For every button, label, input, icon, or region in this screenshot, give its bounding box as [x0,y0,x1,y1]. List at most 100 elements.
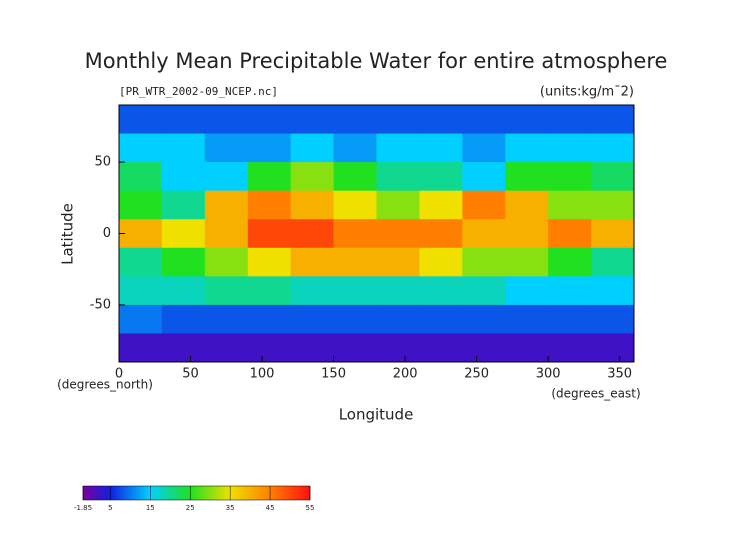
cell [548,276,592,306]
cell [333,247,377,277]
cell [204,190,249,220]
cell [376,162,420,192]
x-tick-label: 50 [182,367,199,382]
cell [591,105,635,135]
x-axis-label: Longitude [339,406,414,424]
cell [247,105,292,135]
cell [247,133,292,163]
cell [247,276,292,306]
cell [290,133,335,163]
cell [204,162,249,192]
colorbar-tick-label: 25 [186,504,195,512]
subtitle: [PR_WTR_2002-09_NCEP.nc] [119,85,278,98]
cell [290,190,335,220]
cell [247,219,292,249]
cell [591,190,635,220]
cell [548,247,592,277]
x-tick-label: 150 [321,367,346,382]
cell [591,219,635,249]
cell [591,133,635,163]
cell [119,276,163,306]
cell [419,333,463,363]
cell [161,219,206,249]
cell [505,190,549,220]
cell [119,304,163,334]
cell [119,333,163,363]
cell [548,304,592,334]
cell [204,247,249,277]
cell [161,276,206,306]
cell [333,105,377,135]
cell [419,247,463,277]
cell [376,304,420,334]
cell [419,162,463,192]
cell [290,276,335,306]
cell [204,276,249,306]
cell [548,333,592,363]
y-tick-label: -50 [90,297,111,312]
cell [119,162,163,192]
colorbar [82,485,311,501]
cell [161,190,206,220]
cell [376,276,420,306]
cell [462,162,506,192]
cell [591,276,635,306]
cell [290,219,335,249]
cell [376,219,420,249]
cell [376,247,420,277]
cell [548,219,592,249]
cell [290,162,335,192]
cell [333,162,377,192]
cell [204,304,249,334]
cell [505,276,549,306]
cell [290,247,335,277]
cell [247,304,292,334]
cell [462,247,506,277]
cell [548,105,592,135]
cell [462,304,506,334]
cell [290,333,335,363]
x-tick-label: 350 [607,367,632,382]
colorbar-tick-label: -1.85 [74,504,92,512]
cell [419,276,463,306]
y-unit-label: (degrees_north) [57,378,153,392]
cell [548,162,592,192]
cell [247,190,292,220]
cell [419,219,463,249]
cell [376,105,420,135]
cell [119,219,163,249]
cell [161,162,206,192]
cell [161,333,206,363]
cell [247,333,292,363]
colorbar-tick-label: 15 [146,504,155,512]
y-tick-label: 0 [103,226,111,241]
cell [462,276,506,306]
cell [119,190,163,220]
cell [462,133,506,163]
chart-title: Monthly Mean Precipitable Water for enti… [85,49,668,73]
cell [247,162,292,192]
units: (units:kg/m¯2) [540,85,634,100]
colorbar-tick-label: 45 [266,504,275,512]
cell [462,333,506,363]
cell [505,333,549,363]
cell [376,133,420,163]
cell [462,105,506,135]
cell [204,333,249,363]
cell [419,133,463,163]
cell [333,333,377,363]
cell [505,105,549,135]
x-tick-label: 300 [536,367,561,382]
cell [204,133,249,163]
colorbar-tick-label: 5 [108,504,112,512]
cell [505,219,549,249]
cell [333,133,377,163]
x-tick-label: 200 [393,367,418,382]
cell [333,190,377,220]
cell [419,190,463,220]
cell [290,105,335,135]
cell [161,247,206,277]
cell [161,105,206,135]
cell [333,219,377,249]
